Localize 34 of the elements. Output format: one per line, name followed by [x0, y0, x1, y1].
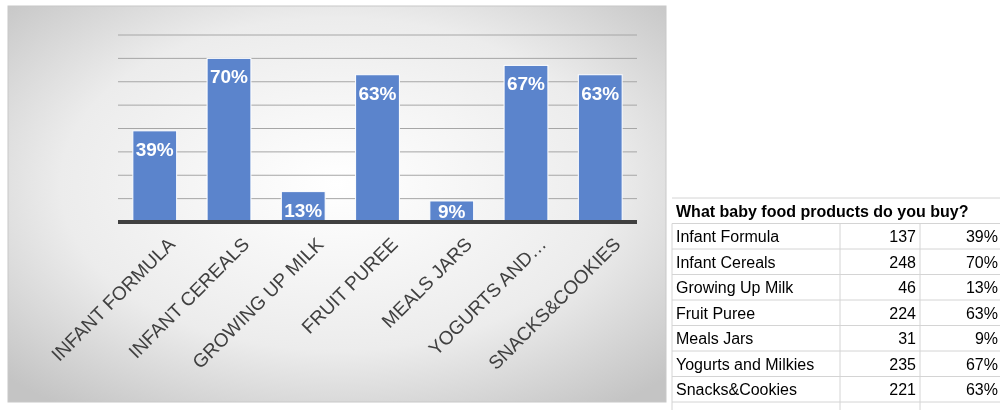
- category-label: Snacks&Cookies: [676, 381, 797, 398]
- data-label: 63%: [965, 304, 998, 322]
- data-label: 13%: [284, 199, 323, 221]
- data-label: 39%: [965, 228, 998, 245]
- data-label: 46: [898, 279, 917, 296]
- data-label: 248: [889, 253, 917, 271]
- category-label: Growing Up Milk: [676, 279, 795, 296]
- data-label: 63%: [965, 381, 998, 398]
- data-label: 67%: [965, 355, 998, 373]
- category-label: Infant Formula: [676, 228, 780, 245]
- data-label: 70%: [209, 66, 249, 88]
- data-label: 63%: [581, 82, 620, 104]
- data-label: 137: [889, 228, 917, 245]
- data-label: 9%: [974, 330, 998, 347]
- category-label: Fruit Puree: [676, 304, 756, 322]
- data-label: 13%: [965, 279, 998, 296]
- category-label: Infant Cereals: [676, 253, 776, 271]
- data-label: 70%: [965, 253, 998, 271]
- data-label: 63%: [358, 82, 397, 104]
- bar: [577, 74, 623, 223]
- data-label: 221: [889, 381, 917, 398]
- bar: [503, 64, 549, 223]
- text: What baby food products do you buy?: [676, 202, 969, 220]
- data-label: 31: [898, 330, 917, 347]
- data-label: 235: [889, 355, 917, 373]
- data-label: 9%: [438, 201, 466, 222]
- data-label: 224: [889, 304, 917, 322]
- data-label: 39%: [135, 138, 174, 160]
- data-label: 67%: [506, 73, 546, 95]
- category-label: Meals Jars: [676, 330, 754, 347]
- bar: [132, 130, 178, 223]
- category-label: Yogurts and Milkies: [676, 355, 815, 373]
- bar: [206, 57, 252, 223]
- bar: [355, 74, 400, 223]
